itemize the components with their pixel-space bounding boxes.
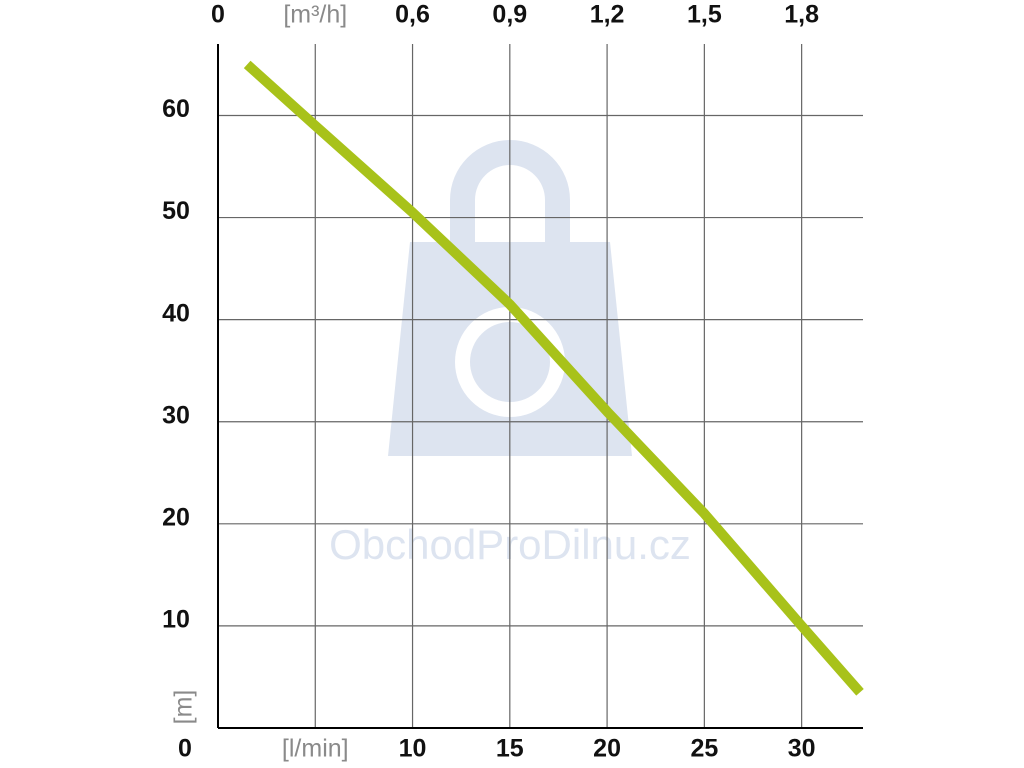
x-tick-label: 25: [690, 735, 718, 763]
y-tick-label: 50: [162, 197, 190, 225]
x2-tick-label: 0,6: [395, 1, 430, 29]
x2-tick-label: 1,8: [784, 1, 819, 29]
data-line: [243, 60, 864, 696]
x-tick-label: 10: [399, 735, 427, 763]
x-tick-label: 20: [593, 735, 621, 763]
y-tick-label: 60: [162, 95, 190, 123]
y-tick-label: 20: [162, 503, 190, 531]
y-tick-label: 40: [162, 299, 190, 327]
x2-tick-label: [m³/h]: [283, 1, 347, 29]
x-tick-label: [l/min]: [282, 735, 349, 763]
x-tick-label: 15: [496, 735, 524, 763]
x2-tick-label: 0: [211, 1, 225, 29]
y-tick-label: 0: [178, 735, 192, 763]
y-tick-label: 10: [162, 606, 190, 634]
x2-tick-label: 1,5: [687, 1, 722, 29]
y-axis-unit: [m]: [170, 690, 198, 725]
x2-tick-label: 0,9: [492, 1, 527, 29]
x2-tick-label: 1,2: [590, 1, 625, 29]
x-tick-label: 30: [788, 735, 816, 763]
y-tick-label: 30: [162, 401, 190, 429]
